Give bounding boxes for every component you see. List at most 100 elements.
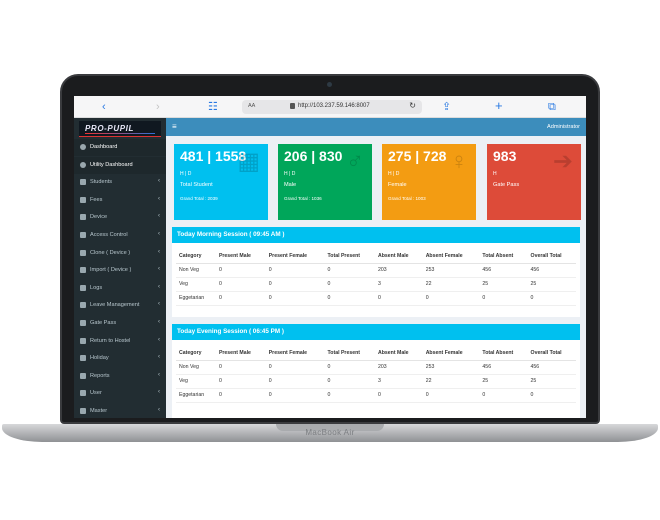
count-cell: 203 [374, 263, 423, 278]
sidebar-item-logs[interactable]: Logs ‹ [74, 280, 166, 297]
user-menu[interactable]: Administrator [547, 124, 580, 130]
chevron-left-icon: ‹ [158, 213, 160, 220]
count-cell: 0 [527, 388, 576, 403]
leave-icon [80, 302, 86, 309]
column-header: Absent Male [374, 249, 423, 264]
count-cell: 25 [479, 374, 528, 389]
sidebar-item-import-device[interactable]: Import ( Device ) ‹ [74, 262, 166, 279]
sidebar-item-device[interactable]: Device ‹ [74, 209, 166, 226]
chevron-left-icon: ‹ [158, 195, 160, 202]
session-table: Category Present Male Present Female Total … [176, 346, 576, 403]
camera-icon [327, 82, 332, 87]
category-cell: Veg [176, 374, 216, 389]
column-header: Absent Male [374, 346, 423, 361]
table-row: Veg 0 0 0 3 22 25 25 [176, 374, 576, 389]
stat-sub: H [493, 171, 497, 177]
stat-grand-total: Grand Total : 2039 [180, 196, 218, 201]
lock-icon [290, 103, 295, 109]
return-icon [80, 337, 86, 344]
sidebar-item-return-to-hostel[interactable]: Return to Hostel ‹ [74, 333, 166, 350]
sidebar-item-holiday[interactable]: Holiday ‹ [74, 350, 166, 367]
import-icon [80, 267, 86, 274]
address-bar[interactable]: AA http://103.237.59.146:8007 ↻ [242, 100, 422, 114]
column-header: Total Present [324, 249, 375, 264]
back-icon[interactable]: ‹ [102, 101, 106, 113]
category-cell: Eggetarian [176, 291, 216, 306]
sidebar-item-user[interactable]: User ‹ [74, 385, 166, 402]
device-icon [80, 214, 86, 221]
chevron-left-icon: ‹ [158, 354, 160, 361]
count-cell: 0 [265, 277, 325, 292]
bookmarks-icon[interactable]: ☷ [208, 101, 218, 113]
calendar-icon [80, 355, 86, 362]
sidebar-item-utility-dashboard[interactable]: Utility Dashboard [74, 156, 166, 174]
count-cell: 0 [324, 263, 375, 278]
female-icon: ♀ [450, 148, 468, 175]
gate-icon [80, 320, 86, 326]
stat-label: Female [388, 182, 407, 188]
count-cell: 25 [527, 277, 576, 292]
sidebar-item-label: Leave Management [90, 302, 140, 309]
stat-male[interactable]: 206 | 830 H | D Male Grand Total : 1036 … [278, 144, 372, 220]
stat-label: Male [284, 182, 297, 188]
count-cell: 0 [479, 388, 528, 403]
stat-total-students[interactable]: 481 | 1558 H | D Total Student Grand Tot… [174, 144, 268, 220]
chevron-left-icon: ‹ [158, 336, 160, 343]
sidebar-item-label: Logs [90, 284, 103, 291]
sidebar-item-reports[interactable]: Reports ‹ [74, 368, 166, 385]
new-tab-icon[interactable]: + [495, 98, 503, 113]
count-cell: 3 [374, 277, 423, 292]
panel-header: Today Morning Session ( 09:45 AM ) [172, 227, 580, 243]
share-icon[interactable]: ⇪ [442, 101, 452, 113]
count-cell: 0 [422, 388, 480, 403]
sidebar-item-access-control[interactable]: Access Control ‹ [74, 227, 166, 244]
laptop-notch [276, 424, 384, 431]
users-icon [80, 179, 86, 186]
lock-icon [80, 232, 86, 238]
table-body: Non Veg 0 0 0 203 253 456 456 Veg 0 0 0 3 22 25 25 Egget… [176, 360, 576, 403]
stat-gate-pass[interactable]: 983 H Gate Pass ➔ [487, 144, 581, 220]
menu-toggle-icon[interactable]: ≡ [172, 122, 177, 131]
count-cell: 0 [265, 360, 325, 375]
count-cell: 0 [479, 291, 528, 306]
count-cell: 0 [324, 360, 375, 375]
sidebar-item-leave-management[interactable]: Leave Management ‹ [74, 297, 166, 314]
count-cell: 22 [422, 277, 480, 292]
count-cell: 25 [479, 277, 528, 292]
stat-value: 206 | 830 [284, 148, 343, 164]
logo[interactable]: PRO-PUPIL [79, 121, 161, 137]
laptop-base [2, 424, 658, 442]
chevron-left-icon: ‹ [158, 248, 160, 255]
count-cell: 0 [324, 374, 375, 389]
stat-sub: H | D [180, 171, 192, 177]
reload-icon[interactable]: ↻ [409, 101, 416, 110]
stat-female[interactable]: 275 | 728 H | D Female Grand Total : 100… [382, 144, 476, 220]
forward-icon[interactable]: › [156, 101, 160, 113]
sidebar-item-dashboard[interactable]: Dashboard [74, 139, 166, 156]
gear-icon [80, 408, 86, 414]
column-header: Present Female [265, 249, 325, 264]
sidebar-item-label: Import ( Device ) [90, 267, 132, 274]
sidebar-item-master[interactable]: Master ‹ [74, 403, 166, 418]
money-icon [80, 196, 86, 203]
sidebar-item-label: Device [90, 214, 108, 221]
count-cell: 456 [527, 263, 576, 278]
count-cell: 0 [422, 291, 480, 306]
category-cell: Non Veg [176, 263, 216, 278]
count-cell: 0 [324, 277, 375, 292]
sidebar-item-gate-pass[interactable]: Gate Pass ‹ [74, 315, 166, 332]
reader-aa-button[interactable]: AA [248, 103, 256, 109]
column-header: Total Absent [479, 346, 528, 361]
url-text[interactable]: http://103.237.59.146:8007 [298, 103, 370, 109]
report-icon [80, 372, 86, 379]
category-cell: Non Veg [176, 360, 216, 375]
tabs-icon[interactable]: ⧉ [548, 101, 556, 113]
stat-label: Total Student [180, 182, 213, 188]
sidebar-item-fees[interactable]: Fees ‹ [74, 192, 166, 209]
sidebar-item-clone-device[interactable]: Clone ( Device ) ‹ [74, 245, 166, 262]
browser-bar: ‹ › ☷ AA http://103.237.59.146:8007 ↻ ⇪ … [74, 96, 586, 118]
session-table: Category Present Male Present Female Total … [176, 249, 576, 306]
category-cell: Veg [176, 277, 216, 292]
sidebar-item-students[interactable]: Students ‹ [74, 174, 166, 191]
stat-value: 275 | 728 [388, 148, 447, 164]
